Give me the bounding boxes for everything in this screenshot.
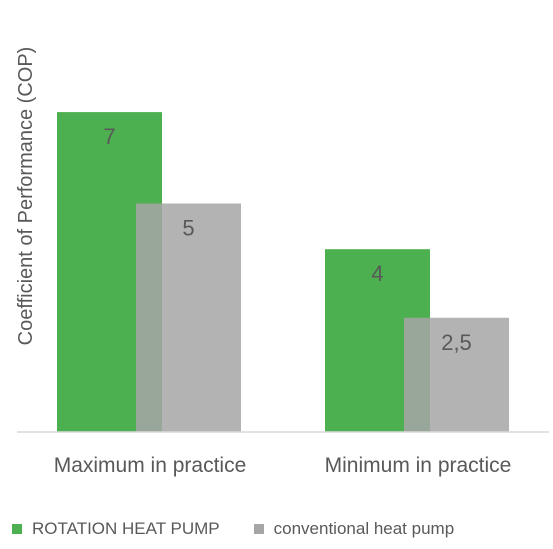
x-tick-labels: Maximum in practice Minimum in practice [54, 454, 512, 477]
labels-layer: 7 5 4 2,5 [103, 124, 471, 355]
x-tick-label-minimum: Minimum in practice [325, 454, 512, 477]
bars-layer [57, 112, 509, 432]
data-label-rotation-minimum: 4 [371, 261, 383, 286]
bar-conventional-minimum [404, 317, 509, 432]
data-label-conventional-minimum: 2,5 [441, 330, 472, 355]
legend: ROTATION HEAT PUMP conventional heat pum… [12, 519, 488, 539]
bar-conventional-maximum [136, 203, 241, 432]
legend-label-rotation-heat-pump: ROTATION HEAT PUMP [32, 519, 220, 538]
data-label-conventional-maximum: 5 [182, 216, 194, 241]
legend-swatch-conventional-heat-pump [253, 524, 264, 534]
y-axis-label: Coefficient of Performance (COP) [15, 47, 37, 346]
x-tick-label-maximum: Maximum in practice [54, 454, 247, 477]
legend-label-conventional-heat-pump: conventional heat pump [273, 519, 455, 538]
legend-item-conventional-heat-pump: conventional heat pump [253, 519, 455, 539]
legend-item-rotation-heat-pump: ROTATION HEAT PUMP [12, 519, 220, 539]
data-label-rotation-maximum: 7 [103, 124, 115, 149]
legend-swatch-rotation-heat-pump [12, 524, 22, 534]
